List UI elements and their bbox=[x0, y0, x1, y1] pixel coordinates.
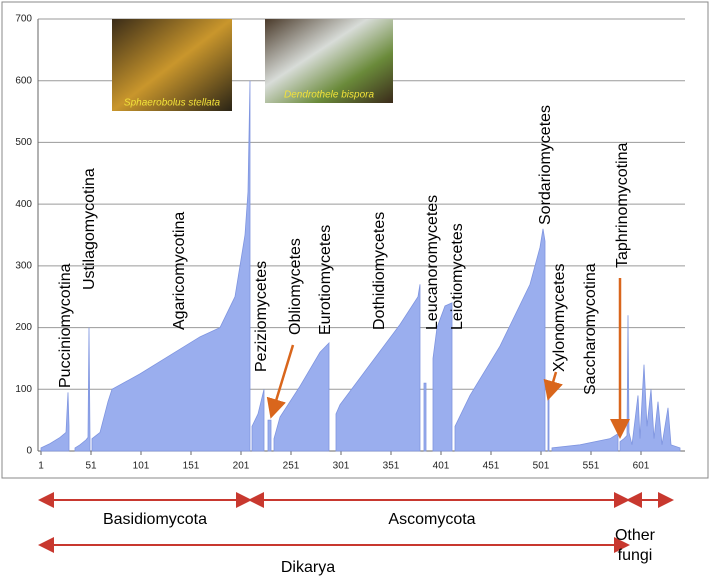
x-tick-label: 601 bbox=[633, 461, 650, 472]
area bbox=[619, 315, 681, 452]
area bbox=[251, 389, 265, 452]
series-label: Eurotiomycetes bbox=[317, 225, 334, 335]
group-label: Dikarya bbox=[281, 559, 335, 576]
y-tick-label: 700 bbox=[15, 14, 32, 25]
photo-caption: Dendrothele bispora bbox=[284, 90, 374, 101]
area bbox=[454, 228, 546, 452]
pointer-arrow bbox=[543, 371, 563, 401]
x-tick-label: 51 bbox=[85, 461, 97, 472]
y-tick-label: 100 bbox=[15, 384, 32, 395]
area bbox=[91, 80, 251, 452]
photo bbox=[112, 19, 232, 111]
area bbox=[335, 284, 421, 452]
pointer-arrow bbox=[266, 344, 295, 419]
area bbox=[273, 342, 330, 452]
photo-caption: Sphaerobolus stellata bbox=[124, 98, 221, 109]
series-label: Saccharomycotina bbox=[582, 263, 599, 395]
area bbox=[40, 392, 70, 452]
area bbox=[551, 433, 619, 452]
x-tick-label: 101 bbox=[133, 461, 150, 472]
series-label: Pucciniomycotina bbox=[57, 263, 74, 388]
series-label: Xylonomycetes bbox=[551, 264, 568, 373]
x-tick-label: 501 bbox=[533, 461, 550, 472]
series-label: Obliomycetes bbox=[287, 238, 304, 335]
y-tick-label: 300 bbox=[15, 260, 32, 271]
group-label: Ascomycota bbox=[388, 511, 475, 528]
x-tick-label: 551 bbox=[583, 461, 600, 472]
group-label: Basidiomycota bbox=[103, 511, 207, 528]
x-tick-label: 351 bbox=[383, 461, 400, 472]
area bbox=[423, 382, 427, 452]
x-tick-label: 301 bbox=[333, 461, 350, 472]
x-tick-label: 1 bbox=[38, 461, 44, 472]
series-label: Sordariomycetes bbox=[537, 105, 554, 225]
group-arrows bbox=[38, 492, 674, 553]
y-tick-label: 200 bbox=[15, 322, 32, 333]
area bbox=[432, 302, 453, 452]
y-tick-label: 500 bbox=[15, 137, 32, 148]
x-tick-label: 451 bbox=[483, 461, 500, 472]
group-label-box: Other fungi bbox=[614, 527, 655, 564]
y-tick-label: 0 bbox=[26, 446, 32, 457]
x-tick-label: 251 bbox=[283, 461, 300, 472]
area bbox=[547, 391, 550, 452]
series-label: Leucanoromycetes bbox=[424, 195, 441, 330]
photo bbox=[265, 19, 393, 103]
series-label: Ustilagomycotina bbox=[81, 168, 98, 290]
series-label: Dothidiomycetes bbox=[371, 212, 388, 330]
series-label: Agaricomycotina bbox=[171, 212, 188, 330]
area bbox=[74, 327, 91, 452]
group-label: Other fungi bbox=[614, 527, 655, 564]
x-tick-label: 151 bbox=[183, 461, 200, 472]
series-label: Peziziomycetes bbox=[253, 261, 270, 372]
series-label: Taphrinomycotina bbox=[614, 143, 631, 269]
x-tick-label: 401 bbox=[433, 461, 450, 472]
area bbox=[267, 419, 272, 452]
series-label: Leiotiomycetes bbox=[449, 223, 466, 330]
y-tick-label: 400 bbox=[15, 199, 32, 210]
chart-frame bbox=[1, 1, 709, 479]
y-tick-label: 600 bbox=[15, 75, 32, 86]
x-tick-label: 201 bbox=[233, 461, 250, 472]
